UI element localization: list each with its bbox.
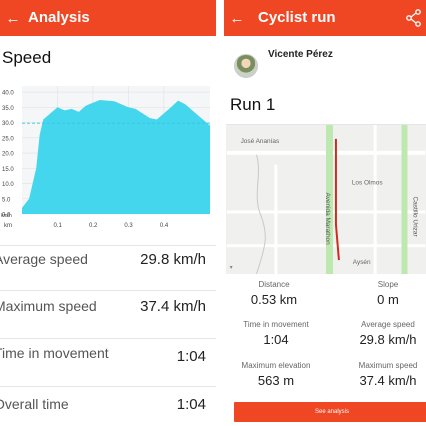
stat-maximum-speed: Maximum speed 37.4 km/h: [340, 361, 426, 388]
stat-label: Average speed: [361, 320, 415, 329]
map-road: [226, 244, 426, 248]
avatar[interactable]: [234, 54, 258, 78]
stat-average-speed: Average speed 29.8 km/h: [0, 251, 216, 279]
y-tick-label: 35.0: [2, 106, 14, 112]
stat-label: Overall time: [0, 396, 69, 412]
divider: [0, 386, 216, 387]
map-attribution-icon: ▾: [230, 265, 233, 271]
map-road: [226, 210, 426, 214]
divider: [0, 245, 216, 246]
cyclist-run-screen: ← Cyclist run Vicente Pérez Run 1 José A…: [224, 0, 426, 426]
y-tick-label: 25.0: [2, 136, 14, 142]
stat-time-in-movement: Time in movement 1:04: [0, 345, 216, 373]
y-tick-label: 15.0: [2, 167, 14, 173]
map-label-jose-anania: José Ananías: [241, 138, 280, 145]
stat-distance: Distance 0.53 km: [226, 280, 322, 307]
stat-slope: Slope 0 m: [340, 280, 426, 307]
y-tick-label: 5.0: [2, 197, 11, 203]
section-title-speed: Speed: [2, 48, 52, 67]
map-road: [226, 150, 426, 155]
y-tick-label: 10.0: [2, 182, 14, 188]
stat-value: 37.4 km/h: [140, 298, 206, 315]
y-tick-label: 30.0: [2, 121, 14, 127]
stat-value: 0 m: [377, 292, 399, 307]
stat-time-in-movement: Time in movement 1:04: [228, 320, 324, 347]
stat-label: Time in movement: [243, 320, 309, 329]
y-axis-label: km/h: [1, 213, 12, 219]
run-header: ← Cyclist run: [224, 0, 426, 36]
arrow-left-icon[interactable]: ←: [229, 9, 245, 27]
route-line: [334, 138, 340, 261]
map-label-avenida-marathon: Avenida Marathon: [324, 193, 331, 246]
stat-value: 1:04: [176, 396, 206, 413]
x-tick-label: km: [4, 223, 12, 229]
divider: [0, 290, 216, 291]
speed-chart: 40.0 35.0 30.0 25.0 20.0 15.0 10.0 5.0 0.0 km 0.1 0…: [1, 86, 210, 229]
map-label-castillo-urizar: Castillo Urizar: [411, 197, 418, 238]
header-title: Cyclist run: [258, 9, 336, 26]
header-title: Analysis: [28, 9, 90, 26]
stat-label: Maximum elevation: [241, 361, 311, 370]
user-name[interactable]: Vicente Pérez: [268, 49, 333, 60]
x-tick-label: 0.3: [124, 223, 133, 229]
run-title: Run 1: [230, 95, 276, 114]
stat-value: 1:04: [263, 332, 289, 347]
stat-average-speed: Average speed 29.8 km/h: [340, 320, 426, 347]
x-tick-label: 0.4: [160, 223, 169, 229]
map-green-strip: [326, 125, 333, 274]
stat-value: 29.8 km/h: [140, 251, 206, 268]
map-road: [274, 164, 278, 274]
divider: [0, 338, 216, 339]
map-road: [373, 125, 377, 274]
stat-label: Time in movement: [0, 345, 109, 361]
x-tick-label: 0.2: [89, 223, 98, 229]
route-map[interactable]: José Ananías Los Olmos Aysén Avenida Mar…: [226, 124, 426, 274]
speed-area-series: [22, 100, 210, 214]
stat-overall-time: Overall time 1:04: [0, 396, 216, 424]
panel-gap: [216, 0, 224, 426]
stat-value: 29.8 km/h: [359, 332, 417, 347]
map-label-los-olmos: Los Olmos: [352, 180, 383, 187]
y-tick-label: 40.0: [2, 91, 14, 97]
stat-label: Maximum speed: [0, 298, 97, 314]
share-icon[interactable]: [404, 8, 424, 28]
stat-value: 563 m: [257, 373, 295, 388]
map-creek: [255, 154, 266, 274]
analysis-header: ← Analysis: [0, 0, 216, 36]
y-tick-label: 20.0: [2, 152, 14, 158]
map-background: [226, 125, 426, 274]
stat-value: 37.4 km/h: [359, 373, 417, 388]
y-tick-label: 0.0: [2, 213, 11, 219]
stat-value: 1:04: [176, 348, 206, 365]
stat-maximum-elevation: Maximum elevation 563 m: [228, 361, 324, 388]
analysis-screen: ← Analysis Speed 40.0 35.0 30.0 25.0 20.0 15.…: [0, 0, 216, 424]
x-tick-label: 0.1: [53, 223, 62, 229]
stat-label: Maximum speed: [358, 361, 418, 370]
stat-maximum-speed: Maximum speed 37.4 km/h: [0, 298, 216, 326]
stat-value: 0.53 km: [250, 292, 298, 307]
stat-label: Distance: [258, 280, 290, 289]
stat-label: Slope: [377, 280, 399, 289]
stat-label: Average speed: [0, 251, 88, 267]
see-analysis-button[interactable]: See analysis: [234, 402, 426, 422]
map-label-aysen: Aysén: [353, 259, 371, 266]
map-green-strip: [401, 125, 408, 274]
arrow-left-icon[interactable]: ←: [5, 9, 21, 27]
